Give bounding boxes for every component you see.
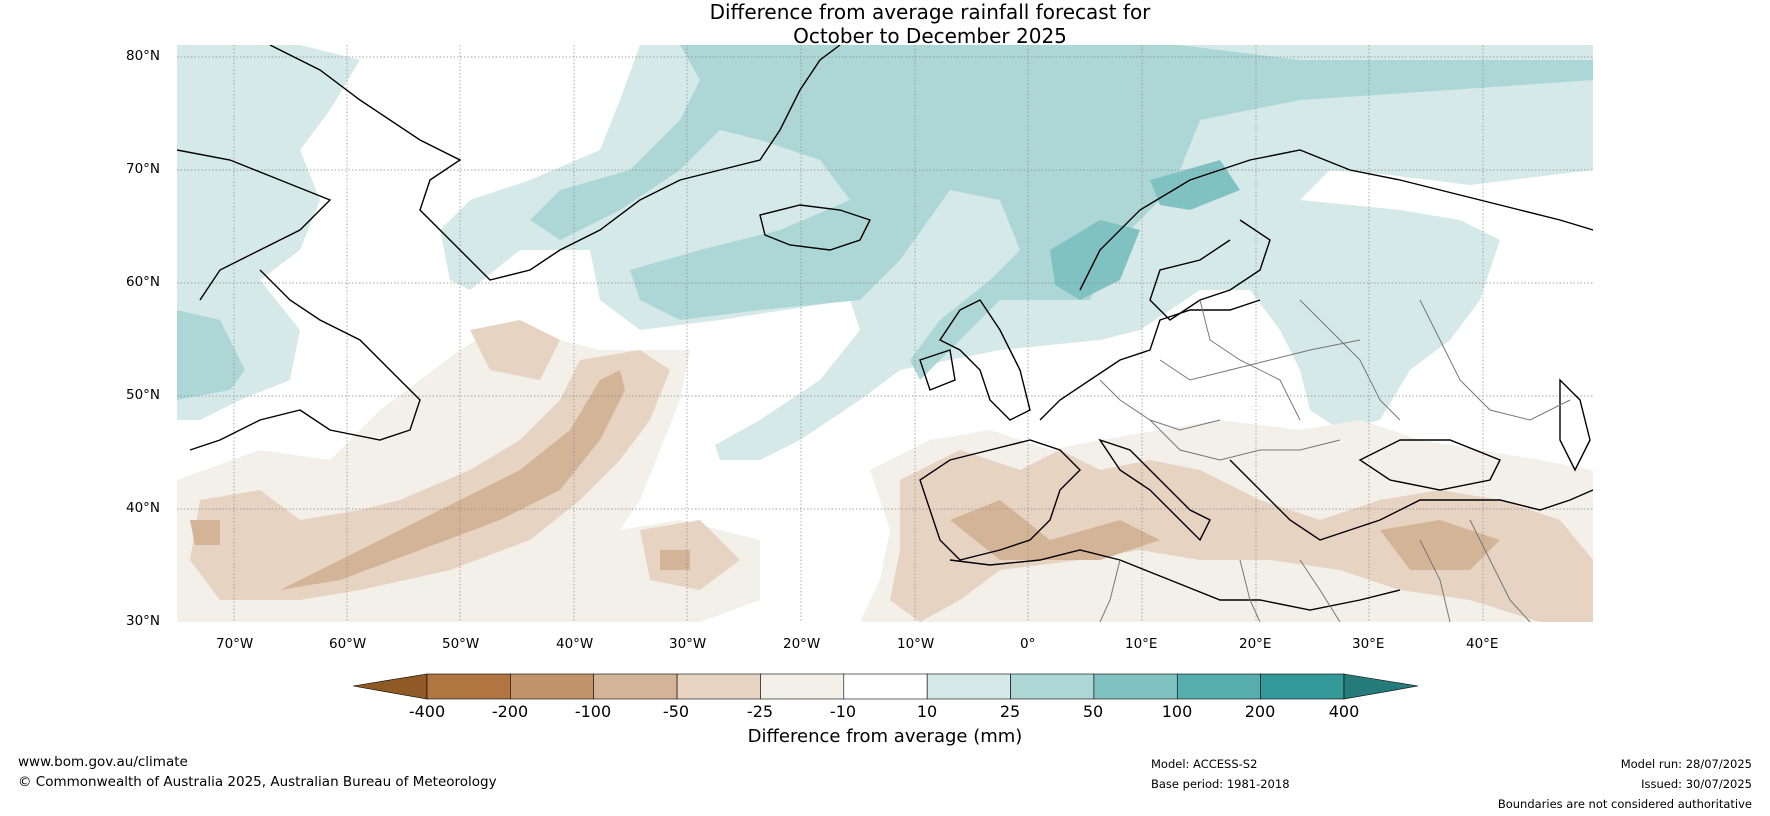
title-line-1: Difference from average rainfall forecas… (709, 0, 1151, 24)
colorbar-min-extension (352, 673, 428, 700)
cb-tick: -400 (408, 702, 446, 721)
lon-label-40e: 40°E (1466, 636, 1499, 652)
coast-greenland (269, 45, 841, 281)
cb-tick: -10 (829, 702, 857, 721)
country-borders (1099, 299, 1571, 622)
colorbar-cell (760, 673, 845, 700)
coast-north-africa (949, 549, 1401, 611)
colorbar-cell (926, 673, 1011, 700)
coast-baltic (1149, 219, 1271, 321)
lat-label-80n: 80°N (126, 48, 161, 64)
footer-base-period: Base period: 1981-2018 (1151, 777, 1290, 791)
footer-model: Model: ACCESS-S2 (1151, 757, 1258, 771)
coast-black-sea (1358, 439, 1501, 491)
cb-tick: 400 (1328, 702, 1360, 721)
coast-iceland (759, 204, 871, 251)
title-line-2: October to December 2025 (793, 24, 1067, 48)
lon-label-30e: 30°E (1352, 636, 1385, 652)
footer-site: www.bom.gov.au/climate (18, 754, 188, 770)
lon-label-20e: 20°E (1239, 636, 1272, 652)
colorbar-cells (426, 673, 1345, 700)
colorbar-cell (1176, 673, 1261, 700)
dry-region-europe-light (890, 450, 1593, 622)
wet-region-medium-1 (530, 45, 1593, 380)
cb-tick: 50 (1082, 702, 1104, 721)
footer-model-run: Model run: 28/07/2025 (1620, 757, 1752, 771)
graticule (177, 45, 1593, 622)
cb-tick: 10 (916, 702, 938, 721)
cb-tick: 200 (1244, 702, 1276, 721)
colorbar (352, 673, 1419, 700)
coastlines (177, 45, 1593, 611)
map-title: Difference from average rainfall forecas… (0, 0, 1770, 48)
coast-iberia (919, 439, 1081, 561)
wet-region-north-atlantic (440, 45, 1593, 460)
lon-label-10w: 10°W (897, 636, 935, 652)
lon-label-50w: 50°W (442, 636, 480, 652)
cb-tick: 25 (999, 702, 1021, 721)
coast-italy (1098, 438, 1211, 542)
lat-label-60n: 60°N (126, 274, 161, 290)
lon-label-10e: 10°E (1125, 636, 1158, 652)
anomaly-layer (177, 45, 1593, 622)
lat-label-70n: 70°N (126, 161, 161, 177)
coast-scandinavia (1079, 149, 1593, 291)
lat-label-50n: 50°N (126, 387, 161, 403)
footer-disclaimer: Boundaries are not considered authoritat… (1497, 797, 1752, 811)
colorbar-cell (593, 673, 678, 700)
colorbar-title: Difference from average (mm) (747, 726, 1023, 747)
cb-tick: -200 (491, 702, 529, 721)
lat-label-40n: 40°N (126, 500, 161, 516)
colorbar-cell (1010, 673, 1095, 700)
coast-labrador (189, 269, 421, 451)
colorbar-max-extension (1343, 673, 1419, 700)
lon-label-70w: 70°W (216, 636, 254, 652)
coast-caspian (1559, 378, 1591, 472)
lon-label-40w: 40°W (556, 636, 594, 652)
coast-british-isles (919, 299, 1031, 421)
colorbar-cell (676, 673, 761, 700)
colorbar-cell (1260, 673, 1345, 700)
lon-label-0: 0° (1020, 636, 1036, 652)
lon-label-20w: 20°W (783, 636, 821, 652)
cb-tick: -25 (746, 702, 774, 721)
colorbar-cell (426, 673, 511, 700)
cb-tick: -50 (662, 702, 690, 721)
lon-label-30w: 30°W (669, 636, 707, 652)
lon-label-60w: 60°W (329, 636, 367, 652)
cb-tick: 100 (1161, 702, 1193, 721)
colorbar-cell (1093, 673, 1178, 700)
coast-western-europe (1039, 299, 1261, 421)
colorbar-cell (843, 673, 928, 700)
wet-region-strong-norway (1050, 160, 1240, 300)
colorbar-cell (510, 673, 595, 700)
footer-copyright: © Commonwealth of Australia 2025, Austra… (18, 774, 497, 790)
coast-balkans-turkey (1229, 459, 1593, 541)
coast-canada-north (177, 149, 332, 301)
footer-issued: Issued: 30/07/2025 (1641, 777, 1752, 791)
cb-tick: -100 (574, 702, 612, 721)
lat-label-30n: 30°N (126, 613, 161, 629)
